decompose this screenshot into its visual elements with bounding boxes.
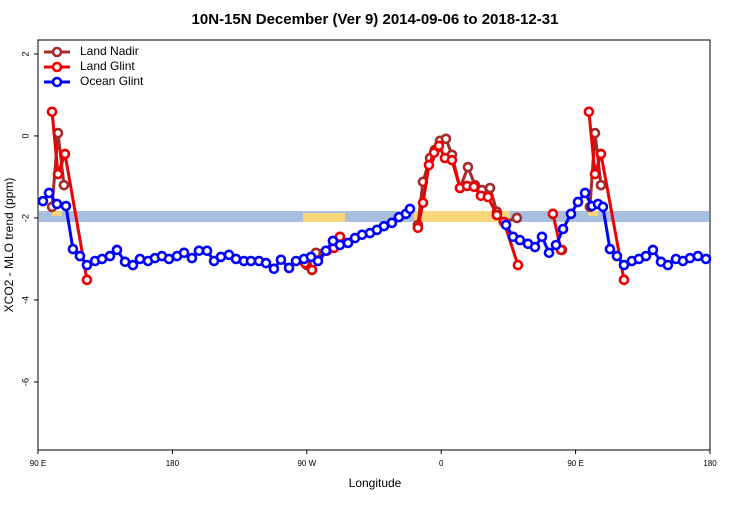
data-point <box>589 168 601 180</box>
data-point <box>111 244 123 256</box>
data-point <box>579 187 591 199</box>
legend-label: Land Nadir <box>80 44 139 58</box>
data-point <box>550 239 562 251</box>
data-point <box>60 200 72 212</box>
y-tick-label: 2 <box>20 51 30 56</box>
data-point <box>604 243 616 255</box>
data-point <box>583 106 595 118</box>
data-point <box>320 245 332 257</box>
data-point <box>412 222 424 234</box>
data-point <box>428 147 440 159</box>
data-point <box>178 247 190 259</box>
x-tick-label: 180 <box>166 459 180 468</box>
data-point <box>536 231 548 243</box>
y-tick-label: -6 <box>20 378 30 386</box>
data-point <box>334 239 346 251</box>
data-point <box>81 259 93 271</box>
data-point <box>417 197 429 209</box>
data-point <box>283 262 295 274</box>
x-tick-label: 180 <box>703 459 717 468</box>
data-point <box>134 253 146 265</box>
plot-frame <box>37 39 711 451</box>
data-point <box>662 259 674 271</box>
data-point <box>700 253 712 265</box>
ocean-band <box>39 211 709 222</box>
data-point <box>572 196 584 208</box>
data-point <box>52 168 64 180</box>
data-point <box>611 250 623 262</box>
data-point <box>512 259 524 271</box>
land-mask-band <box>39 211 709 222</box>
data-point <box>595 179 607 191</box>
data-point <box>423 159 435 171</box>
data-point <box>433 140 445 152</box>
y-tick-label: -4 <box>20 296 30 304</box>
x-axis-label: Longitude <box>349 476 402 490</box>
legend-label: Ocean Glint <box>80 74 144 88</box>
data-point <box>647 244 659 256</box>
legend-label: Land Glint <box>80 59 135 73</box>
data-point <box>440 133 452 145</box>
data-point <box>342 237 354 249</box>
data-point <box>640 250 652 262</box>
data-point <box>446 154 458 166</box>
data-point <box>74 250 86 262</box>
data-point <box>491 209 503 221</box>
data-point <box>59 148 71 160</box>
data-point <box>404 203 416 215</box>
data-point <box>215 251 227 263</box>
data-point <box>67 243 79 255</box>
data-point <box>462 161 474 173</box>
chart-title: 10N-15N December (Ver 9) 2014-09-06 to 2… <box>192 11 559 28</box>
data-point <box>595 148 607 160</box>
data-point <box>547 208 559 220</box>
data-point <box>58 179 70 191</box>
data-point <box>484 182 496 194</box>
land-patch <box>414 211 510 222</box>
data-point <box>275 254 287 266</box>
data-point <box>482 191 494 203</box>
data-point <box>127 259 139 271</box>
x-tick-label: 0 <box>439 459 444 468</box>
data-point <box>529 241 541 253</box>
data-point <box>597 201 609 213</box>
series-line <box>50 131 603 266</box>
y-tick-label: -2 <box>20 214 30 222</box>
data-point <box>268 263 280 275</box>
x-tick-label: 90 E <box>30 459 46 468</box>
data-point <box>386 217 398 229</box>
data-point <box>312 255 324 267</box>
legend-marker <box>51 76 63 88</box>
data-point <box>557 223 569 235</box>
data-point <box>511 212 523 224</box>
legend-marker <box>51 61 63 73</box>
data-point <box>37 195 49 207</box>
x-tick-label: 90 W <box>297 459 316 468</box>
data-point <box>543 247 555 259</box>
data-point <box>46 106 58 118</box>
data-point <box>186 252 198 264</box>
land-patch <box>303 213 345 222</box>
data-point <box>565 208 577 220</box>
data-point <box>201 245 213 257</box>
legend-marker <box>51 46 63 58</box>
y-axis-label: XCO2 - MLO trend (ppm) <box>2 178 16 313</box>
land-patch <box>588 211 598 216</box>
data-point <box>81 274 93 286</box>
data-point <box>618 274 630 286</box>
data-point <box>468 181 480 193</box>
data-point <box>306 264 318 276</box>
data-point <box>514 234 526 246</box>
y-tick-label: 0 <box>20 133 30 138</box>
data-point <box>260 257 272 269</box>
x-tick-label: 90 E <box>567 459 583 468</box>
data-point <box>500 219 512 231</box>
data-point <box>104 250 116 262</box>
data-point <box>618 259 630 271</box>
data-point <box>43 187 55 199</box>
data-point <box>51 198 63 210</box>
land-patch <box>52 211 62 216</box>
